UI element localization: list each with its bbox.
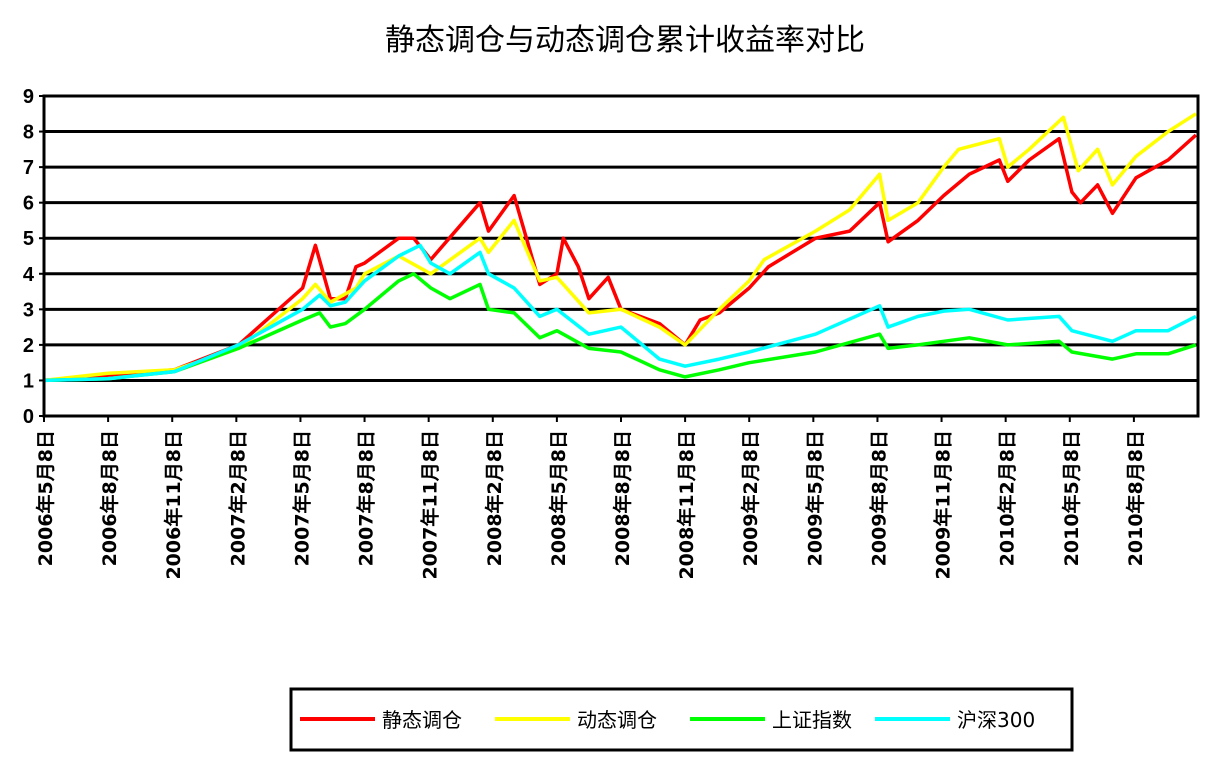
x-tick-label: 2006年5月8日 <box>34 430 57 566</box>
x-tick-label: 2009年8月8日 <box>867 430 890 566</box>
chart-title: 静态调仓与动态调仓累计收益率对比 <box>385 23 865 58</box>
y-tick-label: 1 <box>23 370 34 392</box>
x-tick-label: 2006年11月8日 <box>162 430 185 580</box>
x-tick-label: 2008年11月8日 <box>675 430 698 580</box>
y-tick-label: 5 <box>23 228 34 250</box>
series-line-3 <box>43 272 1197 383</box>
y-tick-label: 0 <box>23 406 34 428</box>
legend: 静态调仓 动态调仓 上证指数 沪深300 <box>289 687 1074 752</box>
y-tick-label: 7 <box>23 157 34 179</box>
y-tick-label: 6 <box>23 193 34 215</box>
x-tick-label: 2007年8月8日 <box>355 430 378 566</box>
y-tick-label: 8 <box>23 122 34 144</box>
x-tick-label: 2010年8月8日 <box>1124 430 1147 566</box>
y-tick-label: 2 <box>23 335 34 357</box>
x-tick-label: 2006年8月8日 <box>98 430 121 566</box>
x-tick-label: 2008年2月8日 <box>483 430 506 566</box>
plot-area-border <box>42 94 1200 418</box>
x-tick-label: 2007年11月8日 <box>419 430 442 580</box>
x-tick-label: 2010年2月8日 <box>996 430 1019 566</box>
series-line-2 <box>43 112 1197 383</box>
x-tick-label: 2007年5月8日 <box>290 430 313 566</box>
x-tick-label: 2007年2月8日 <box>226 430 249 566</box>
y-tick-label: 9 <box>23 86 34 108</box>
legend-label: 动态调仓 <box>577 708 657 732</box>
x-tick-label: 2008年5月8日 <box>547 430 570 566</box>
x-tick-label: 2008年8月8日 <box>611 430 634 566</box>
x-tick-label: 2010年5月8日 <box>1060 430 1083 566</box>
x-tick-label: 2009年2月8日 <box>739 430 762 566</box>
x-tick-label: 2009年5月8日 <box>803 430 826 566</box>
series-line-1 <box>43 133 1198 383</box>
x-tick-label: 2009年11月8日 <box>932 430 955 580</box>
legend-label: 静态调仓 <box>382 708 462 732</box>
legend-label: 沪深300 <box>957 708 1035 732</box>
legend-label: 上证指数 <box>772 708 852 732</box>
y-tick-label: 3 <box>23 299 34 321</box>
series-line-4 <box>43 243 1197 383</box>
y-tick-label: 4 <box>23 264 35 286</box>
